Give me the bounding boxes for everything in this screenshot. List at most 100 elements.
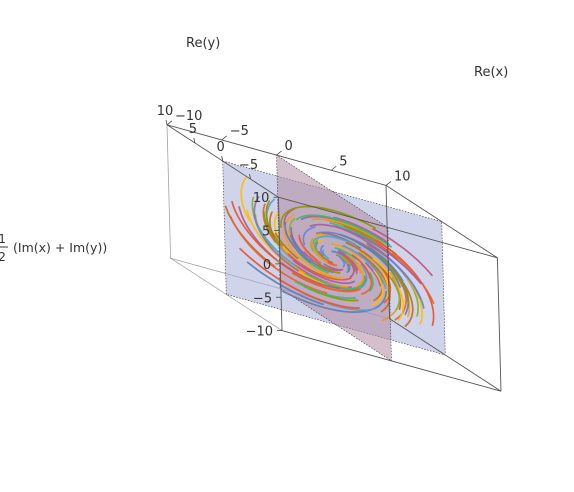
stream-line <box>391 277 401 311</box>
box-edge-3 <box>385 185 498 259</box>
tick-z-0-label: −10 <box>246 325 273 340</box>
tick-y-2-label: 5 <box>189 122 197 137</box>
stream-line <box>283 213 296 249</box>
tick-z-3-label: 5 <box>262 225 270 240</box>
stream-line <box>262 203 277 244</box>
stream-line <box>382 273 390 300</box>
stream-line <box>296 214 392 248</box>
stream-line <box>322 249 330 260</box>
tick-x-4-mark <box>385 181 392 186</box>
stream-line <box>333 216 388 243</box>
stream-line <box>331 250 342 255</box>
stream-line <box>339 233 401 288</box>
stream-line <box>253 195 300 272</box>
stream-line <box>335 254 350 272</box>
tick-y-0-mark <box>249 174 251 180</box>
stream-line <box>388 258 425 309</box>
tick-y-3-label: 10 <box>157 104 174 119</box>
tick-y-1-label: 0 <box>217 140 225 155</box>
tick-z-1-label: −5 <box>253 291 272 306</box>
stream-line <box>358 252 391 313</box>
tick-x-0-label: −10 <box>175 109 202 124</box>
stream-line <box>317 264 341 274</box>
tick-x-2-mark <box>276 150 282 156</box>
stream-line <box>320 245 325 257</box>
stream-line <box>334 247 357 260</box>
stream-line <box>280 205 377 229</box>
axis-label-z-denominator: 2 <box>0 250 6 264</box>
box-edge-8 <box>385 185 391 319</box>
stream-line <box>294 272 361 293</box>
stream-line <box>317 270 343 280</box>
stream-line <box>391 252 435 305</box>
tick-x-3-mark <box>331 165 337 171</box>
box-edge-5 <box>496 257 502 392</box>
stream-line <box>281 290 388 313</box>
axis-label-x: Re(x) <box>474 65 508 80</box>
stream-line <box>346 263 351 273</box>
stream-line <box>337 251 359 271</box>
stream-line <box>290 231 307 257</box>
tick-y-1-mark <box>221 155 224 162</box>
stream-line <box>294 280 357 300</box>
stream-line <box>273 212 290 254</box>
stream-line <box>312 235 358 247</box>
stream-line <box>302 226 316 246</box>
box-edge-4 <box>278 196 498 259</box>
stream-line <box>257 226 298 268</box>
stream-line <box>263 211 280 246</box>
stream-line <box>339 256 346 268</box>
stream-line <box>265 200 283 247</box>
axis-label-z-numerator: 1 <box>0 232 6 246</box>
box-edge-7 <box>389 318 502 392</box>
stream-line <box>240 176 251 222</box>
stream-line <box>371 270 384 306</box>
box-edge-6 <box>281 330 502 392</box>
stream-line <box>372 228 433 277</box>
tick-x-0-mark <box>166 120 173 126</box>
tick-x-4-label: 10 <box>394 169 411 184</box>
tick-z-2-label: 0 <box>263 258 271 273</box>
stream-line <box>298 234 322 264</box>
axis-label-z-text: (Im(x) + Im(y)) <box>13 240 107 255</box>
stream-line <box>287 253 352 281</box>
stream-line <box>292 259 356 285</box>
stream-line <box>329 222 377 245</box>
stream-line <box>284 221 312 263</box>
axis-label-y: Re(y) <box>186 36 220 51</box>
tick-x-3-label: 5 <box>339 154 347 169</box>
stream-line <box>246 261 324 306</box>
stream-line <box>274 232 299 260</box>
stream-line <box>239 247 360 309</box>
stream-line <box>311 218 384 243</box>
tick-y-3-mark <box>165 119 168 125</box>
stream-line <box>338 254 347 262</box>
tick-x-2-label: 0 <box>285 139 293 154</box>
stream-line <box>311 238 328 263</box>
stream-line <box>331 242 362 260</box>
tick-y-0-label: −5 <box>239 158 258 173</box>
stream-line <box>372 257 405 321</box>
box-back-edge-1 <box>170 257 283 331</box>
stream-line <box>269 211 276 239</box>
stream-line <box>380 265 392 304</box>
stream-line <box>345 253 362 274</box>
stream-line <box>304 272 366 290</box>
stream-line <box>318 251 333 264</box>
axis-label-z: 1 2 (Im(x) + Im(y)) <box>0 232 107 264</box>
stream-line <box>365 262 382 287</box>
stream-line <box>342 245 387 290</box>
stream-line <box>355 262 365 287</box>
tick-x-1-label: −5 <box>230 124 249 139</box>
stream-line <box>327 261 338 267</box>
stream-line <box>309 223 422 285</box>
box-back-edge-0 <box>166 124 171 259</box>
stream-line <box>358 263 368 290</box>
tick-x-1-mark <box>221 135 227 141</box>
stream-line <box>229 215 328 294</box>
stream-line <box>351 254 371 279</box>
tick-z-4-label: 10 <box>253 191 270 206</box>
stream-line <box>369 272 374 292</box>
